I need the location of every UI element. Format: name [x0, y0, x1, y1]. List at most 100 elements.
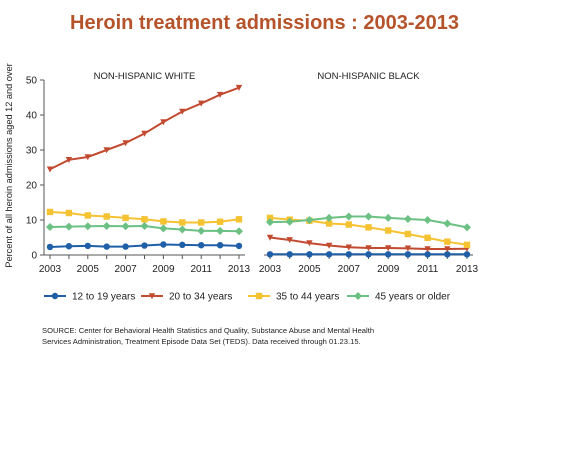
legend-label-20-to-34-years: 20 to 34 years: [169, 292, 232, 303]
data-point-12-to-19-years: [444, 251, 451, 258]
data-point-20-to-34-years: [103, 147, 110, 154]
data-point-45-years-or-older: [46, 223, 54, 231]
data-point-35-to-44-years: [266, 214, 274, 222]
data-point-20-to-34-years: [216, 91, 224, 98]
y-axis-label: Percent of all heroin admissions aged 12…: [4, 63, 14, 267]
data-point-12-to-19-years: [365, 251, 372, 258]
data-point-12-to-19-years: [216, 242, 224, 249]
data-point-35-to-44-years: [65, 209, 73, 217]
x-tick-label: 2009: [152, 264, 175, 275]
data-point-20-to-34-years: [404, 245, 412, 252]
data-point-45-years-or-older: [443, 219, 452, 228]
y-tick-label: 20: [26, 181, 38, 192]
data-point-35-to-44-years: [444, 238, 451, 245]
data-point-12-to-19-years: [122, 243, 129, 250]
data-point-35-to-44-years: [463, 241, 471, 249]
data-point-20-to-34-years: [286, 237, 293, 244]
data-point-35-to-44-years: [235, 216, 243, 223]
x-tick-label: 2013: [456, 264, 479, 275]
data-point-12-to-19-years: [385, 251, 392, 258]
data-point-12-to-19-years: [84, 242, 92, 250]
data-point-35-to-44-years: [179, 219, 186, 226]
data-point-12-to-19-years: [65, 243, 73, 250]
data-point-12-to-19-years: [235, 242, 243, 250]
x-tick-label: 2011: [417, 264, 439, 275]
data-point-20-to-34-years: [444, 246, 451, 253]
data-point-35-to-44-years: [345, 221, 352, 228]
data-point-45-years-or-older: [285, 217, 294, 226]
data-point-20-to-34-years: [424, 246, 431, 253]
data-point-45-years-or-older: [384, 213, 393, 222]
y-tick-label: 10: [26, 216, 38, 227]
data-point-35-to-44-years: [46, 208, 54, 216]
legend-marker-12-to-19-years: [51, 292, 59, 300]
data-point-35-to-44-years: [160, 218, 167, 225]
data-point-20-to-34-years: [325, 242, 333, 249]
data-point-20-to-34-years: [306, 240, 313, 247]
x-tick-label: 2007: [338, 264, 361, 275]
legend-label-45-years-or-older: 45 years or older: [375, 292, 451, 303]
data-point-20-to-34-years: [179, 108, 186, 115]
data-point-45-years-or-older: [64, 222, 73, 231]
x-tick-label: 2009: [377, 264, 400, 275]
data-point-20-to-34-years: [345, 244, 352, 251]
data-point-45-years-or-older: [266, 218, 274, 227]
data-point-45-years-or-older: [159, 224, 168, 233]
data-point-45-years-or-older: [305, 216, 314, 224]
series-line-20-to-34-years: [49, 86, 240, 171]
data-point-20-to-34-years: [141, 130, 148, 137]
data-point-45-years-or-older: [140, 221, 149, 230]
data-point-12-to-19-years: [325, 251, 333, 258]
data-point-45-years-or-older: [83, 222, 92, 231]
chart-title: Heroin treatment admissions : 2003-2013: [70, 12, 460, 34]
data-point-12-to-19-years: [141, 242, 148, 249]
data-point-45-years-or-older: [423, 216, 432, 224]
x-tick-label: 2011: [190, 264, 212, 275]
data-point-45-years-or-older: [178, 225, 187, 234]
data-point-12-to-19-years: [46, 243, 54, 251]
data-point-12-to-19-years: [103, 243, 110, 250]
data-point-35-to-44-years: [141, 216, 148, 223]
data-point-20-to-34-years: [65, 157, 73, 163]
x-tick-label: 2005: [77, 264, 100, 275]
data-point-35-to-44-years: [84, 212, 91, 219]
data-point-20-to-34-years: [84, 154, 91, 161]
legend-marker-45-years-or-older: [354, 292, 362, 300]
data-point-35-to-44-years: [365, 224, 372, 231]
data-point-35-to-44-years: [103, 213, 110, 220]
data-point-35-to-44-years: [424, 234, 431, 242]
data-point-45-years-or-older: [403, 214, 412, 223]
data-point-45-years-or-older: [235, 227, 243, 236]
data-point-35-to-44-years: [216, 218, 224, 225]
y-tick-label: 30: [26, 146, 38, 157]
data-point-12-to-19-years: [198, 242, 205, 249]
data-point-35-to-44-years: [198, 219, 205, 226]
data-point-35-to-44-years: [122, 214, 129, 222]
data-point-45-years-or-older: [102, 221, 111, 230]
legend-label-35-to-44-years: 35 to 44 years: [276, 292, 339, 303]
data-point-12-to-19-years: [463, 251, 471, 258]
data-point-12-to-19-years: [345, 251, 352, 258]
x-tick-label: 2003: [259, 264, 282, 275]
data-point-20-to-34-years: [160, 119, 167, 126]
data-point-35-to-44-years: [404, 230, 412, 238]
data-point-45-years-or-older: [344, 212, 353, 221]
data-point-20-to-34-years: [266, 234, 274, 241]
y-tick-label: 0: [31, 251, 37, 262]
data-point-35-to-44-years: [385, 227, 392, 234]
data-point-45-years-or-older: [121, 222, 130, 231]
data-point-45-years-or-older: [325, 213, 334, 222]
legend-marker-35-to-44-years: [255, 292, 263, 300]
legend-label-12-to-19-years: 12 to 19 years: [72, 292, 135, 303]
data-point-12-to-19-years: [306, 251, 313, 258]
x-tick-label: 2005: [298, 264, 321, 275]
data-point-12-to-19-years: [404, 251, 412, 258]
data-point-20-to-34-years: [46, 166, 54, 173]
legend-marker-20-to-34-years: [148, 293, 156, 300]
y-tick-label: 40: [26, 111, 38, 122]
data-point-35-to-44-years: [325, 220, 333, 227]
data-point-20-to-34-years: [385, 245, 392, 252]
y-tick-label: 50: [26, 76, 38, 87]
x-tick-label: 2003: [39, 264, 62, 275]
